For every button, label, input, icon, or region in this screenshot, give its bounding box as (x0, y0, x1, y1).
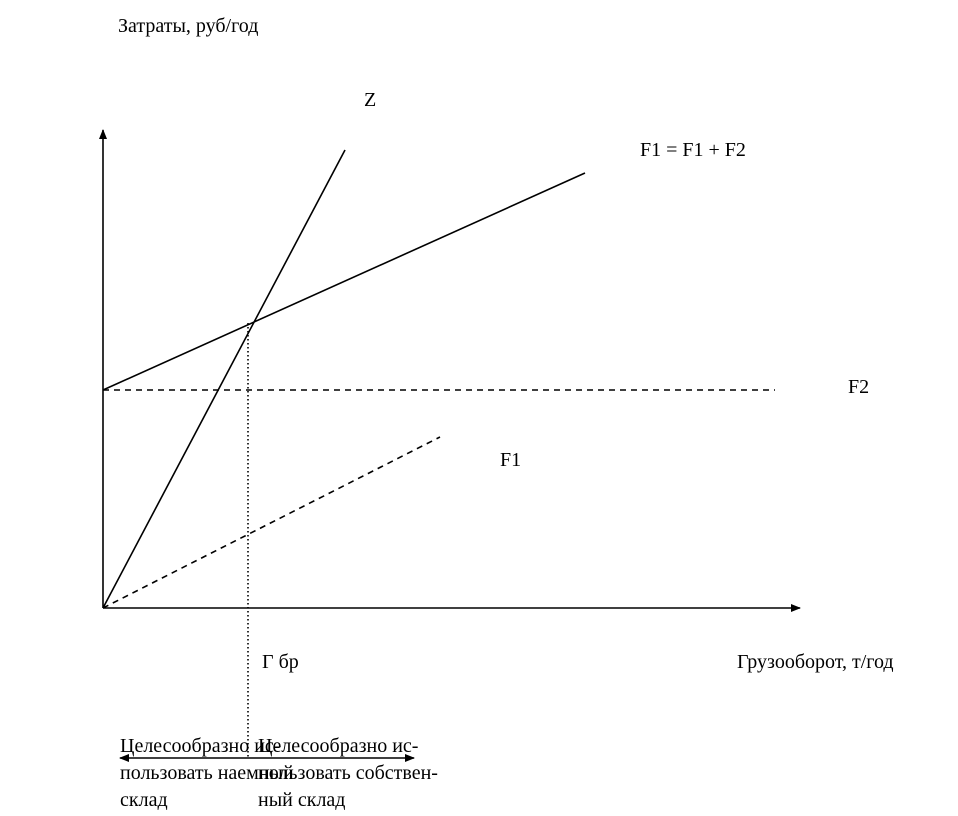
region-left-line: Целесообразно ис- (120, 735, 280, 757)
region-left-line: склад (120, 789, 168, 811)
total-line (102, 172, 586, 391)
x-axis-label: Грузооборот, т/год (737, 651, 894, 673)
f1-line (102, 436, 441, 609)
total-label: F1 = F1 + F2 (640, 139, 746, 161)
z-label: Z (364, 89, 376, 111)
breakeven-label: Г бр (262, 651, 299, 673)
f1-label: F1 (500, 449, 521, 471)
region-right-line: Целесообразно ис- (258, 735, 418, 757)
region-right-line: пользовать собствен- (258, 762, 438, 784)
region-right-line: ный склад (258, 789, 345, 811)
z-line (102, 149, 346, 609)
f2-label: F2 (848, 376, 869, 398)
region-left-line: пользовать наемный (120, 762, 294, 784)
y-axis-label: Затраты, руб/год (118, 15, 258, 37)
